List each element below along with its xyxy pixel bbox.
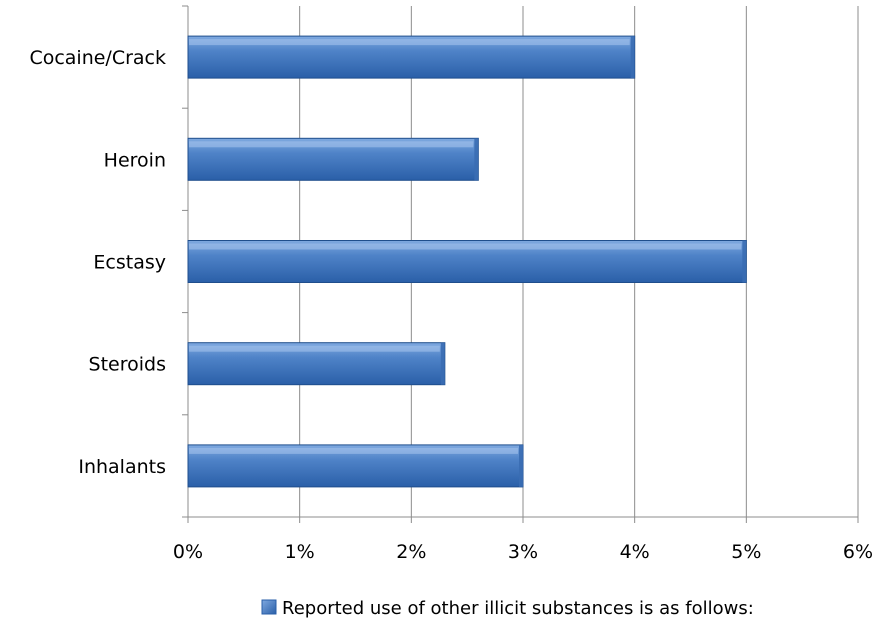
x-tick-label: 3% [508, 541, 538, 563]
legend: Reported use of other illicit substances… [261, 598, 754, 619]
bar-end-cap [519, 444, 523, 487]
x-tick-label: 6% [843, 541, 873, 563]
bar-end-cap [440, 342, 445, 385]
x-tick-label: 2% [396, 541, 426, 563]
bars [187, 35, 747, 488]
bar-highlight [189, 141, 474, 148]
category-label: Cocaine/Crack [29, 47, 166, 69]
x-tick-label: 0% [173, 541, 203, 563]
bar-highlight [189, 447, 518, 454]
bar-end-cap [630, 36, 635, 79]
bar-highlight [189, 39, 630, 46]
bar-end-cap [474, 138, 479, 181]
x-tick-label: 5% [731, 541, 761, 563]
tick-labels: 0% 1% 2% 3% 4% 5% 6% [173, 541, 873, 563]
legend-label: Reported use of other illicit substances… [282, 598, 754, 619]
x-tick-label: 1% [285, 541, 315, 563]
category-label: Ecstasy [93, 252, 166, 274]
category-label: Inhalants [78, 456, 166, 478]
bar-highlight [189, 345, 440, 352]
category-label: Steroids [89, 354, 166, 376]
category-label: Heroin [104, 149, 166, 171]
bar-highlight [189, 243, 742, 250]
legend-swatch [261, 599, 277, 615]
x-tick-label: 4% [620, 541, 650, 563]
bar-end-cap [742, 240, 747, 283]
category-labels: Cocaine/Crack Heroin Ecstasy Steroids Inhala… [29, 47, 166, 478]
